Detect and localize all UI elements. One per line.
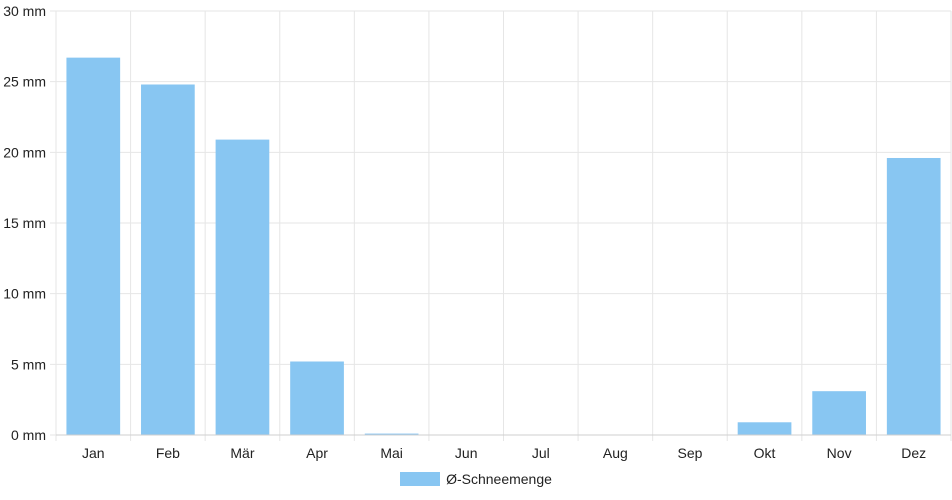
x-tick-label: Sep xyxy=(677,445,702,461)
x-tick-label: Okt xyxy=(754,445,776,461)
x-tick-label: Jan xyxy=(82,445,105,461)
chart-legend[interactable]: Ø-Schneemenge xyxy=(0,471,952,487)
bar-mai xyxy=(364,433,419,435)
bar-dez xyxy=(886,157,941,435)
x-tick-label: Jul xyxy=(532,445,550,461)
y-tick-label: 5 mm xyxy=(11,356,46,372)
y-tick-label: 15 mm xyxy=(3,215,46,231)
y-tick-label: 10 mm xyxy=(3,286,46,302)
y-tick-label: 25 mm xyxy=(3,74,46,90)
legend-swatch xyxy=(400,472,441,486)
x-tick-label: Feb xyxy=(156,445,180,461)
y-tick-label: 20 mm xyxy=(3,144,46,160)
x-tick-label: Mär xyxy=(230,445,254,461)
y-tick-label: 30 mm xyxy=(3,3,46,19)
x-tick-label: Apr xyxy=(306,445,328,461)
x-tick-label: Mai xyxy=(380,445,403,461)
x-tick-label: Aug xyxy=(603,445,628,461)
bar-jan xyxy=(66,57,121,435)
bar-nov xyxy=(812,391,866,435)
chart-plot: 0 mm 5 mm 10 mm 15 mm 20 mm 25 mm 30 mm Jan Feb M… xyxy=(3,3,952,461)
x-tick-label: Jun xyxy=(455,445,478,461)
x-tick-label: Dez xyxy=(901,445,926,461)
bar-apr xyxy=(290,361,344,435)
y-tick-label: 0 mm xyxy=(11,427,46,443)
x-tick-label: Nov xyxy=(827,445,852,461)
bar-mär xyxy=(215,139,270,435)
bar-feb xyxy=(141,84,195,435)
legend-label: Ø-Schneemenge xyxy=(446,471,552,487)
bar-okt xyxy=(737,422,792,435)
